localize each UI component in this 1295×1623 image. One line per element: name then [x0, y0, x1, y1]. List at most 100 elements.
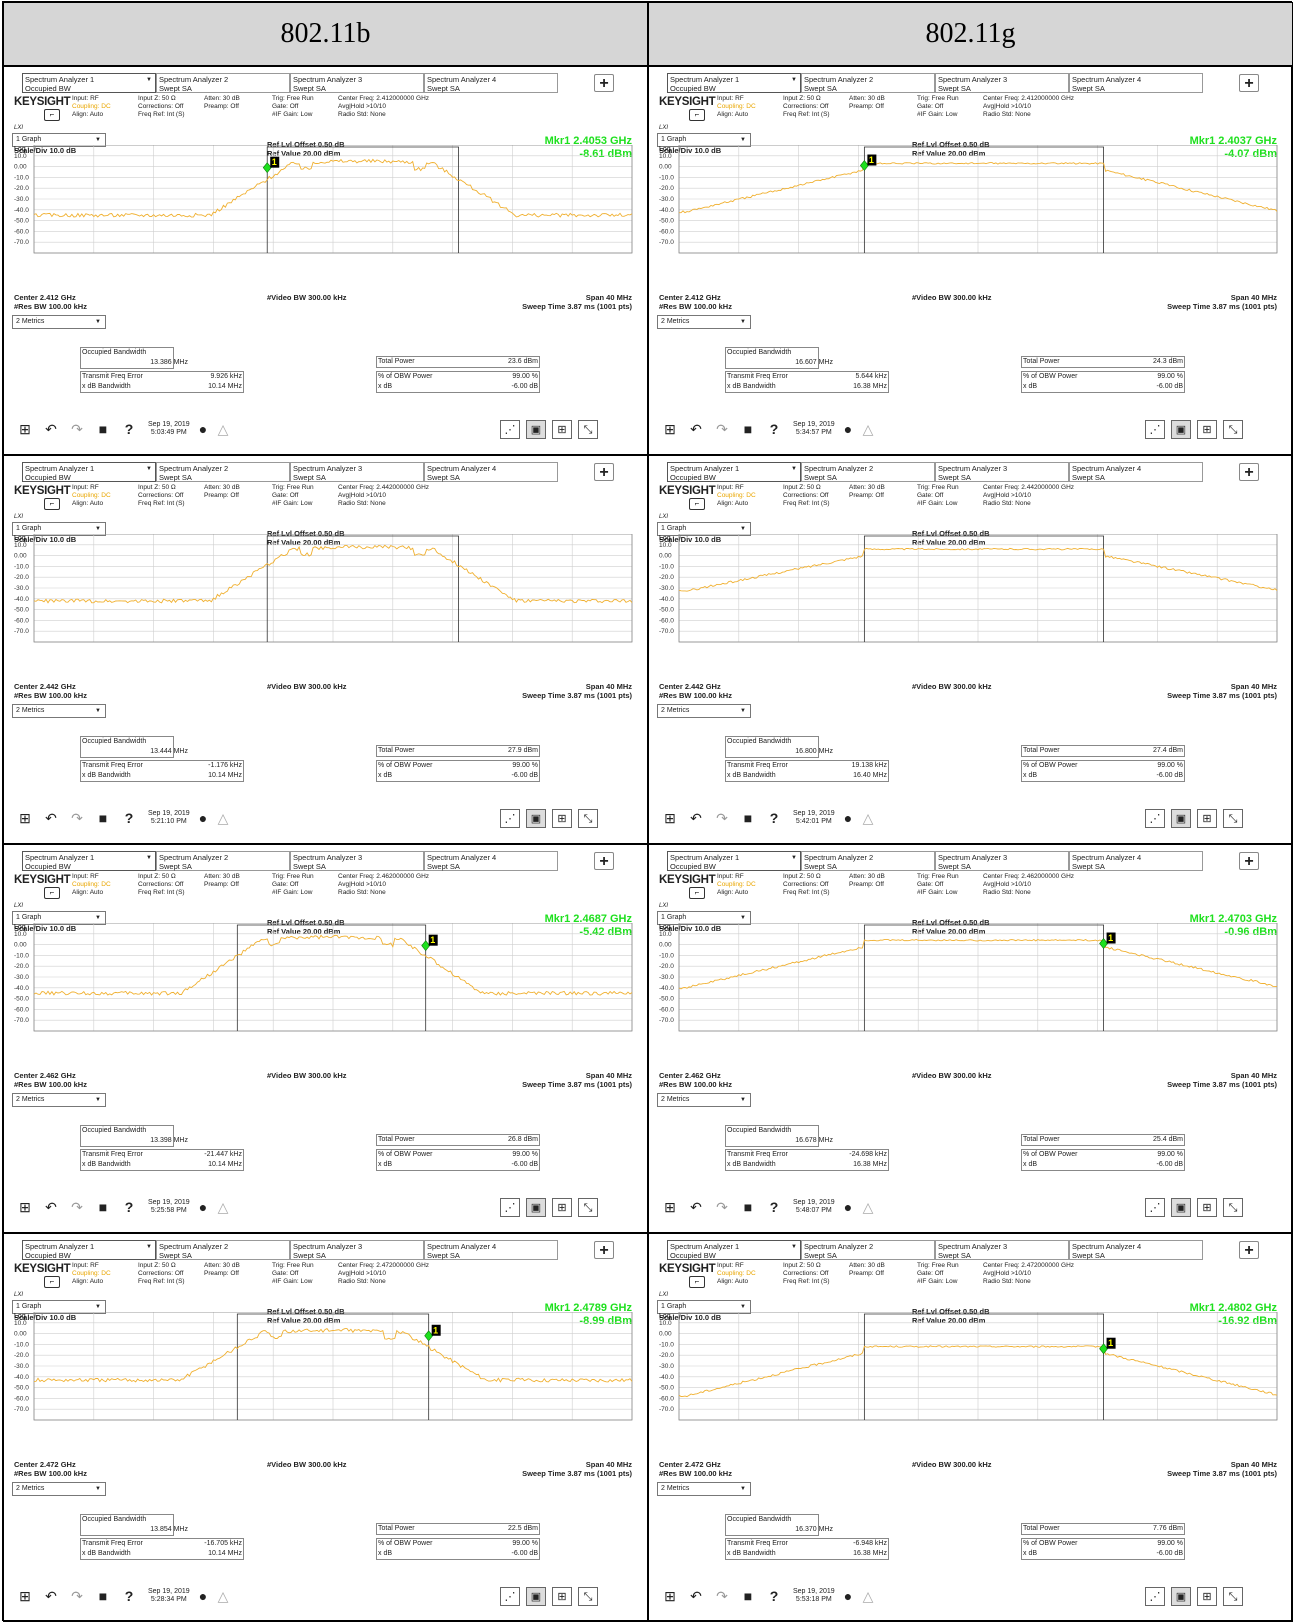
- tab-spectrum-analyzer-1[interactable]: Spectrum Analyzer 1 Occupied BW ▼: [667, 1240, 801, 1260]
- touch-icon[interactable]: ▣: [526, 1198, 546, 1217]
- add-screen-button[interactable]: +: [594, 74, 614, 92]
- metrics-select[interactable]: 2 Metrics ▼: [657, 704, 751, 718]
- undo-icon[interactable]: ↶: [45, 810, 57, 826]
- tab-spectrum-analyzer-3[interactable]: Spectrum Analyzer 3 Swept SA: [290, 73, 424, 93]
- zoom-icon[interactable]: ⤡: [1223, 1587, 1243, 1606]
- add-screen-button[interactable]: +: [1239, 463, 1259, 481]
- graph-select[interactable]: 1 Graph ▼: [12, 522, 106, 536]
- spectrum-plot[interactable]: Log 10.0 0.00 -10.0 -20.0 -30.0 -40.0 -50.0 -60.…: [12, 145, 634, 263]
- grid-icon[interactable]: ⊞: [552, 809, 572, 828]
- metrics-select[interactable]: 2 Metrics ▼: [12, 704, 106, 718]
- help-icon[interactable]: ?: [124, 421, 134, 437]
- redo-icon[interactable]: ↷: [71, 810, 83, 826]
- windows-icon[interactable]: ⊞: [19, 810, 31, 826]
- graph-select[interactable]: 1 Graph ▼: [657, 522, 751, 536]
- windows-icon[interactable]: ⊞: [664, 810, 676, 826]
- tab-spectrum-analyzer-1[interactable]: Spectrum Analyzer 1 Occupied BW ▼: [22, 851, 156, 871]
- tab-spectrum-analyzer-4[interactable]: Spectrum Analyzer 4 Swept SA: [1069, 851, 1203, 871]
- windows-icon[interactable]: ⊞: [19, 1588, 31, 1604]
- tab-spectrum-analyzer-3[interactable]: Spectrum Analyzer 3 Swept SA: [935, 462, 1069, 482]
- touch-icon[interactable]: ▣: [526, 420, 546, 439]
- chat-icon[interactable]: ●: [843, 1199, 853, 1215]
- tab-spectrum-analyzer-2[interactable]: Spectrum Analyzer 2 Swept SA: [156, 462, 290, 482]
- tab-spectrum-analyzer-1[interactable]: Spectrum Analyzer 1 Occupied BW ▼: [667, 73, 801, 93]
- layout-icon[interactable]: ⋰: [500, 809, 520, 828]
- metrics-select[interactable]: 2 Metrics ▼: [12, 315, 106, 329]
- layout-icon[interactable]: ⋰: [1145, 809, 1165, 828]
- windows-icon[interactable]: ⊞: [664, 1199, 676, 1215]
- touch-icon[interactable]: ▣: [526, 1587, 546, 1606]
- grid-icon[interactable]: ⊞: [552, 1587, 572, 1606]
- layout-icon[interactable]: ⋰: [1145, 1587, 1165, 1606]
- graph-select[interactable]: 1 Graph ▼: [12, 133, 106, 147]
- tab-spectrum-analyzer-3[interactable]: Spectrum Analyzer 3 Swept SA: [290, 462, 424, 482]
- message-icon[interactable]: ⌐: [44, 109, 60, 121]
- grid-icon[interactable]: ⊞: [1197, 1587, 1217, 1606]
- help-icon[interactable]: ?: [124, 1199, 134, 1215]
- tab-spectrum-analyzer-1[interactable]: Spectrum Analyzer 1 Occupied BW ▼: [667, 851, 801, 871]
- windows-icon[interactable]: ⊞: [664, 421, 676, 437]
- redo-icon[interactable]: ↷: [71, 1199, 83, 1215]
- tab-spectrum-analyzer-3[interactable]: Spectrum Analyzer 3 Swept SA: [290, 851, 424, 871]
- touch-icon[interactable]: ▣: [526, 809, 546, 828]
- add-screen-button[interactable]: +: [1239, 74, 1259, 92]
- zoom-icon[interactable]: ⤡: [1223, 1198, 1243, 1217]
- redo-icon[interactable]: ↷: [716, 1199, 728, 1215]
- tab-spectrum-analyzer-4[interactable]: Spectrum Analyzer 4 Swept SA: [424, 851, 558, 871]
- message-icon[interactable]: ⌐: [44, 1276, 60, 1288]
- help-icon[interactable]: ?: [124, 810, 134, 826]
- add-screen-button[interactable]: +: [594, 1241, 614, 1259]
- tab-spectrum-analyzer-4[interactable]: Spectrum Analyzer 4 Swept SA: [1069, 462, 1203, 482]
- zoom-icon[interactable]: ⤡: [578, 1587, 598, 1606]
- spectrum-plot[interactable]: Log 10.0 0.00 -10.0 -20.0 -30.0 -40.0 -50.0 -60.…: [657, 145, 1279, 263]
- windows-icon[interactable]: ⊞: [19, 1199, 31, 1215]
- redo-icon[interactable]: ↷: [71, 1588, 83, 1604]
- undo-icon[interactable]: ↶: [690, 1588, 702, 1604]
- grid-icon[interactable]: ⊞: [1197, 420, 1217, 439]
- tab-spectrum-analyzer-3[interactable]: Spectrum Analyzer 3 Swept SA: [935, 1240, 1069, 1260]
- tab-spectrum-analyzer-3[interactable]: Spectrum Analyzer 3 Swept SA: [935, 851, 1069, 871]
- chat-icon[interactable]: ●: [198, 1199, 208, 1215]
- tab-spectrum-analyzer-4[interactable]: Spectrum Analyzer 4 Swept SA: [424, 1240, 558, 1260]
- chat-icon[interactable]: ●: [843, 1588, 853, 1604]
- touch-icon[interactable]: ▣: [1171, 809, 1191, 828]
- spectrum-plot[interactable]: Log 10.0 0.00 -10.0 -20.0 -30.0 -40.0 -50.0 -60.…: [12, 923, 634, 1041]
- tab-spectrum-analyzer-3[interactable]: Spectrum Analyzer 3 Swept SA: [935, 73, 1069, 93]
- grid-icon[interactable]: ⊞: [552, 1198, 572, 1217]
- file-icon[interactable]: ■: [743, 421, 753, 437]
- redo-icon[interactable]: ↷: [716, 1588, 728, 1604]
- undo-icon[interactable]: ↶: [690, 810, 702, 826]
- tab-spectrum-analyzer-2[interactable]: Spectrum Analyzer 2 Swept SA: [801, 73, 935, 93]
- chat-icon[interactable]: ●: [198, 1588, 208, 1604]
- zoom-icon[interactable]: ⤡: [1223, 809, 1243, 828]
- touch-icon[interactable]: ▣: [1171, 1587, 1191, 1606]
- add-screen-button[interactable]: +: [1239, 852, 1259, 870]
- tab-spectrum-analyzer-2[interactable]: Spectrum Analyzer 2 Swept SA: [156, 1240, 290, 1260]
- add-screen-button[interactable]: +: [1239, 1241, 1259, 1259]
- layout-icon[interactable]: ⋰: [500, 420, 520, 439]
- layout-icon[interactable]: ⋰: [1145, 420, 1165, 439]
- layout-icon[interactable]: ⋰: [500, 1198, 520, 1217]
- tab-spectrum-analyzer-1[interactable]: Spectrum Analyzer 1 Occupied BW ▼: [22, 73, 156, 93]
- metrics-select[interactable]: 2 Metrics ▼: [12, 1093, 106, 1107]
- spectrum-plot[interactable]: Log 10.0 0.00 -10.0 -20.0 -30.0 -40.0 -50.0 -60.…: [657, 923, 1279, 1041]
- windows-icon[interactable]: ⊞: [664, 1588, 676, 1604]
- metrics-select[interactable]: 2 Metrics ▼: [657, 315, 751, 329]
- zoom-icon[interactable]: ⤡: [1223, 420, 1243, 439]
- redo-icon[interactable]: ↷: [716, 810, 728, 826]
- file-icon[interactable]: ■: [98, 1199, 108, 1215]
- redo-icon[interactable]: ↷: [716, 421, 728, 437]
- add-screen-button[interactable]: +: [594, 463, 614, 481]
- tab-spectrum-analyzer-2[interactable]: Spectrum Analyzer 2 Swept SA: [801, 462, 935, 482]
- help-icon[interactable]: ?: [769, 810, 779, 826]
- tab-spectrum-analyzer-1[interactable]: Spectrum Analyzer 1 Occupied BW ▼: [22, 1240, 156, 1260]
- file-icon[interactable]: ■: [98, 1588, 108, 1604]
- tab-spectrum-analyzer-1[interactable]: Spectrum Analyzer 1 Occupied BW ▼: [22, 462, 156, 482]
- undo-icon[interactable]: ↶: [690, 1199, 702, 1215]
- metrics-select[interactable]: 2 Metrics ▼: [12, 1482, 106, 1496]
- zoom-icon[interactable]: ⤡: [578, 1198, 598, 1217]
- chat-icon[interactable]: ●: [843, 421, 853, 437]
- undo-icon[interactable]: ↶: [690, 421, 702, 437]
- tab-spectrum-analyzer-2[interactable]: Spectrum Analyzer 2 Swept SA: [156, 73, 290, 93]
- file-icon[interactable]: ■: [743, 1588, 753, 1604]
